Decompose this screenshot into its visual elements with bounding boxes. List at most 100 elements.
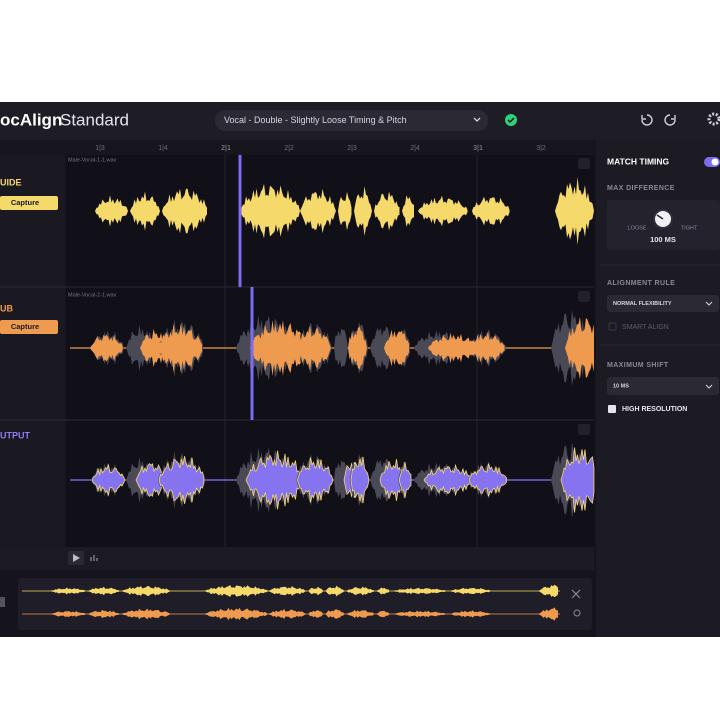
- overview-wave: [538, 583, 558, 599]
- capture-button[interactable]: [0, 196, 58, 210]
- app-name: ocAlign: [0, 110, 62, 129]
- wave-ghost: [334, 328, 348, 368]
- ruler-label: 1|3: [95, 145, 105, 152]
- waveform: [402, 195, 414, 227]
- ruler-label: 1|4: [158, 145, 168, 152]
- waveform: [158, 456, 205, 504]
- overview-wave: [50, 611, 86, 617]
- button-label: Capture: [11, 198, 39, 207]
- shift-dropdown[interactable]: [607, 377, 719, 395]
- overview-wave: [346, 610, 374, 618]
- waveform: [91, 463, 126, 497]
- trash-icon[interactable]: [0, 597, 5, 607]
- overview-wave: [121, 608, 170, 620]
- waveform: [295, 325, 331, 371]
- waveform: [354, 186, 372, 236]
- overview-wave: [268, 586, 307, 596]
- app-edition: Standard: [60, 110, 129, 129]
- rule-dropdown[interactable]: [607, 295, 719, 312]
- overview-wave: [204, 585, 269, 597]
- waveform: [130, 191, 160, 231]
- waveform: [350, 456, 370, 504]
- knob-min: LOOSE: [628, 225, 647, 231]
- dropdown-arrow: [705, 301, 713, 306]
- overview-wave: [538, 607, 558, 621]
- waveforms: [70, 177, 595, 519]
- overview: [18, 578, 592, 630]
- waveform: [428, 332, 478, 364]
- track-header-column: [0, 155, 65, 547]
- ruler-label: 3|1: [473, 145, 483, 152]
- waveform: [472, 196, 510, 226]
- track-tool[interactable]: [578, 424, 590, 435]
- overview-wave: [121, 586, 170, 596]
- preset-dropdown[interactable]: [215, 110, 488, 131]
- overview-wave: [268, 609, 307, 619]
- overview-wave: [325, 609, 345, 619]
- waveform: [296, 457, 334, 503]
- knob-value: 100 MS: [650, 235, 676, 244]
- track-tool[interactable]: [578, 291, 590, 302]
- waveform: [374, 191, 400, 231]
- ruler-label: 2|2: [284, 145, 294, 152]
- ruler-label: 2|3: [347, 145, 357, 152]
- overview-wave: [308, 610, 323, 618]
- overview-wave: [376, 587, 390, 595]
- playhead-guide: [238, 155, 242, 287]
- waveform: [418, 195, 468, 227]
- transport-bar: [0, 547, 594, 570]
- wave-ghost: [334, 460, 348, 500]
- overview-wave: [50, 587, 86, 595]
- overview-wave: [450, 610, 491, 618]
- settings-button[interactable]: [707, 112, 720, 126]
- dropdown-arrow: [705, 384, 713, 389]
- waveform: [338, 191, 352, 231]
- waveform: [398, 462, 412, 498]
- overview-wave: [393, 610, 446, 618]
- overview-tool[interactable]: [571, 589, 581, 599]
- waveform: [95, 195, 128, 227]
- ruler: [0, 140, 594, 155]
- wave-ghost: [370, 326, 396, 370]
- overview-waves: [22, 583, 560, 621]
- waveform: [397, 333, 409, 363]
- section-label: ALIGNMENT RULE: [607, 280, 675, 287]
- track-tool[interactable]: [578, 158, 590, 169]
- waveform: [467, 331, 505, 365]
- ruler-label: 2|1: [221, 145, 231, 152]
- overview-wave: [325, 585, 345, 597]
- playhead-dub: [250, 287, 254, 420]
- ruler-label: 2|4: [410, 145, 420, 152]
- waveform: [157, 323, 202, 373]
- file-name: Male-Vocal-2-1.wav: [68, 292, 117, 298]
- preset-name: Vocal - Double - Slightly Loose Timing &…: [224, 115, 407, 125]
- button-label: Capture: [11, 322, 39, 331]
- checkbox-label: SMART ALIGN: [622, 324, 669, 331]
- level-icon: [90, 555, 98, 561]
- waveform: [162, 188, 207, 234]
- zoom-tool[interactable]: [573, 609, 581, 617]
- waveform: [240, 183, 300, 239]
- capture-button[interactable]: [0, 320, 58, 334]
- dropdown-value: 10 MS: [613, 383, 629, 389]
- overview-wave: [87, 609, 120, 619]
- high-res-checkbox[interactable]: [608, 405, 616, 413]
- track-name: UTPUT: [0, 430, 30, 440]
- file-name: Male-Vocal-1-1.wav: [68, 157, 117, 163]
- waveform: [90, 334, 123, 362]
- waveform: [468, 463, 507, 497]
- section-label: MAXIMUM SHIFT: [607, 362, 669, 369]
- panel-title: MATCH TIMING: [607, 156, 670, 166]
- waveform: [349, 326, 367, 370]
- status-check: [507, 117, 515, 124]
- overview-wave: [204, 607, 269, 621]
- smart-align-checkbox[interactable]: [608, 322, 617, 331]
- undo-button[interactable]: [641, 114, 653, 126]
- ruler-labels: 1|3 1|4 2|1 2|2 2|3 2|4 3|1 3|2: [95, 145, 546, 152]
- track-name: UIDE: [0, 177, 22, 187]
- waveform: [560, 447, 595, 513]
- redo-button[interactable]: [664, 114, 676, 126]
- waveform: [250, 320, 310, 376]
